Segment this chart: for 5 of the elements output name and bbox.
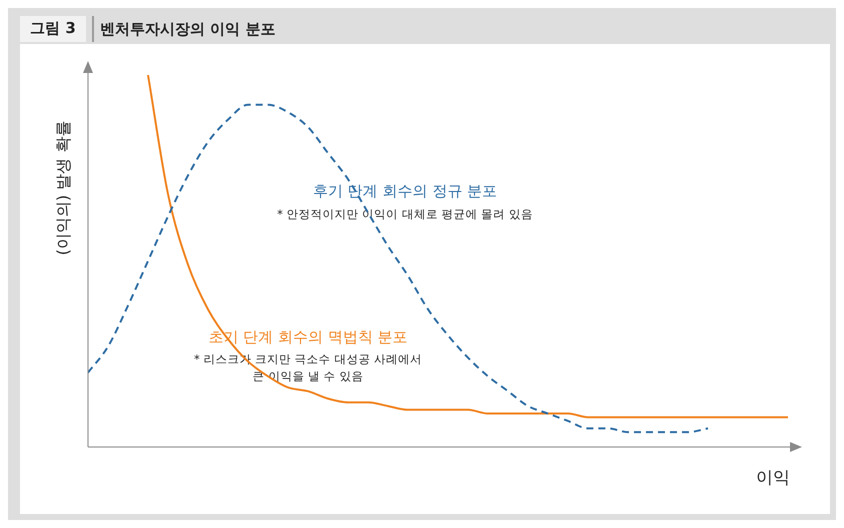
caption: 그림 3 [20,16,86,42]
y-axis-title: (이익의) 발생 확률 [54,120,74,256]
series-label: 후기 단계 회수의 정규 분포 [312,182,498,201]
chart-title: 벤처투자시장의 이익 분포 [100,18,276,40]
x-axis-title: 이익 [756,467,790,489]
